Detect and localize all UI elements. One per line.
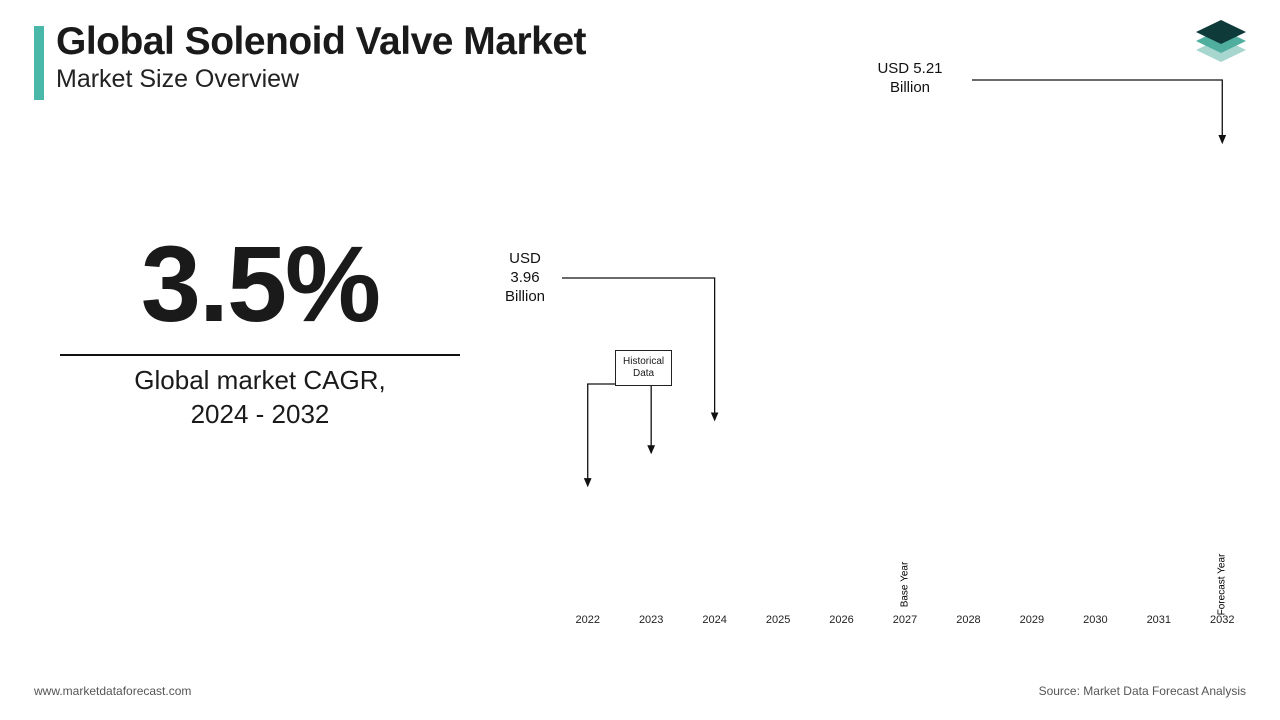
chart-x-label: 2032 xyxy=(1195,614,1250,626)
cagr-label-line2: 2024 - 2032 xyxy=(191,399,330,429)
chart-x-label: 2031 xyxy=(1131,614,1186,626)
bar-internal-label: Base Year xyxy=(899,562,910,608)
chart-x-label: 2027 xyxy=(877,614,932,626)
footer-url: www.marketdataforecast.com xyxy=(34,684,191,698)
chart-x-label: 2025 xyxy=(750,614,805,626)
chart-x-axis: 2022 2023 2024 2025 2026 2027 2028 2029 2030 2031… xyxy=(560,614,1250,626)
bar-internal-label: Forecast Year xyxy=(1217,554,1228,616)
chart-x-label: 2029 xyxy=(1004,614,1059,626)
cagr-label: Global market CAGR, 2024 - 2032 xyxy=(60,364,460,432)
callout-start-line2: 3.96 xyxy=(510,269,539,286)
accent-bar xyxy=(34,26,44,100)
chart-x-label: 2028 xyxy=(941,614,996,626)
cagr-label-line1: Global market CAGR, xyxy=(134,365,385,395)
bar-chart: USD 3.96 Billion USD 5.21 Billion Histor… xyxy=(560,70,1250,630)
callout-end-line1: USD 5.21 xyxy=(877,60,942,77)
chart-x-label: 2022 xyxy=(560,614,615,626)
brand-logo-icon xyxy=(1192,20,1250,72)
chart-x-label: 2024 xyxy=(687,614,742,626)
chart-x-label: 2026 xyxy=(814,614,869,626)
cagr-block: 3.5% Global market CAGR, 2024 - 2032 xyxy=(60,230,460,432)
cagr-value: 3.5% xyxy=(60,230,460,338)
callout-start-line3: Billion xyxy=(505,288,545,305)
page-subtitle: Market Size Overview xyxy=(56,65,586,94)
chart-bars: Base YearForecast Year xyxy=(560,130,1250,600)
callout-start-line1: USD xyxy=(509,250,541,267)
callout-end-value: USD 5.21 Billion xyxy=(850,60,970,98)
callout-start-value: USD 3.96 Billion xyxy=(490,250,560,306)
footer-source: Source: Market Data Forecast Analysis xyxy=(1039,684,1246,698)
page-title: Global Solenoid Valve Market xyxy=(56,22,586,63)
callout-end-line2: Billion xyxy=(890,79,930,96)
chart-x-label: 2030 xyxy=(1068,614,1123,626)
cagr-divider xyxy=(60,354,460,356)
chart-x-label: 2023 xyxy=(623,614,678,626)
heading: Global Solenoid Valve Market Market Size… xyxy=(56,22,586,94)
